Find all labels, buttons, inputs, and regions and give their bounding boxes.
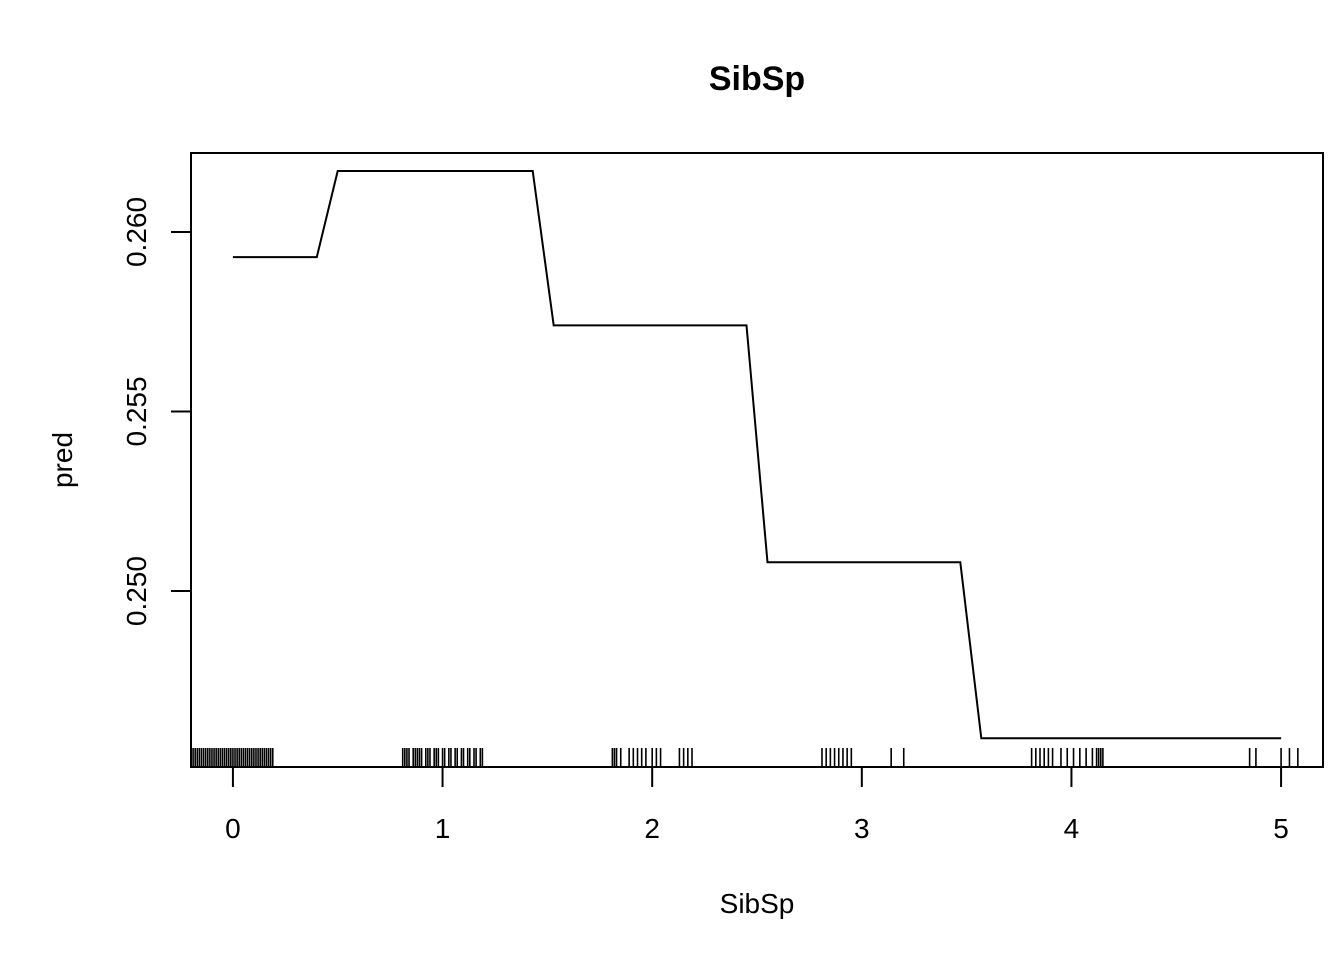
x-tick-label: 5	[1273, 813, 1289, 844]
y-axis-label: pred	[47, 432, 78, 488]
series-line	[232, 170, 1282, 740]
series-line-pred	[232, 170, 1282, 740]
y-axis: 0.250 0.255 0.260	[121, 197, 192, 626]
y-tick-label: 0.250	[121, 556, 152, 626]
plot-frame	[190, 152, 1324, 768]
y-tick-label: 0.255	[121, 376, 152, 446]
x-tick-label: 3	[854, 813, 870, 844]
x-axis-label: SibSp	[720, 888, 795, 919]
x-tick-label: 1	[435, 813, 451, 844]
x-tick-label: 4	[1064, 813, 1080, 844]
y-tick-label: 0.260	[121, 197, 152, 267]
rug	[192, 748, 1299, 767]
x-axis: 0 1 2 3 4 5	[225, 766, 1289, 844]
x-tick-label: 0	[225, 813, 241, 844]
chart-title: SibSp	[709, 60, 805, 98]
x-tick-label: 2	[644, 813, 660, 844]
